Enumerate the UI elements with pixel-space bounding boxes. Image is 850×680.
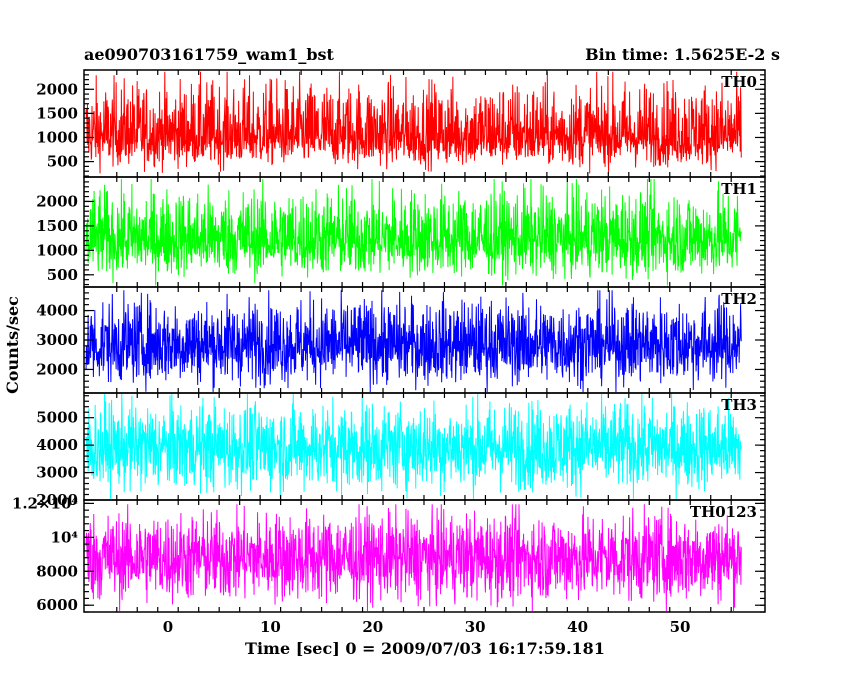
y-tick-label: 1500 xyxy=(36,217,78,235)
y-tick-label: 3000 xyxy=(36,464,78,482)
y-tick-label: 1000 xyxy=(36,128,78,146)
y-tick-label: 500 xyxy=(47,153,78,171)
y-axis-title: Counts/sec xyxy=(3,296,22,394)
x-axis-title: Time [sec] 0 = 2009/07/03 16:17:59.181 xyxy=(245,639,605,658)
y-tick-label: 3000 xyxy=(36,331,78,349)
x-tick-label: 0 xyxy=(163,618,173,636)
y-tick-label: 6000 xyxy=(36,596,78,614)
bin-time-label: Bin time: 1.5625E-2 s xyxy=(585,45,780,64)
panel-label-th3: TH3 xyxy=(721,396,757,414)
trace-th0 xyxy=(85,71,742,174)
panel-th2: 2000 3000 4000 TH2 xyxy=(36,286,766,394)
y-tick-label: 1500 xyxy=(36,104,78,122)
y-tick-label: 5000 xyxy=(36,409,78,427)
y-tick-label: 8000 xyxy=(36,562,78,580)
x-tick-label: 10 xyxy=(260,618,281,636)
x-tick-label: 20 xyxy=(362,618,383,636)
panel-label-th0: TH0 xyxy=(721,73,757,91)
y-tick-label: 1000 xyxy=(36,241,78,259)
trace-th0123 xyxy=(85,504,742,612)
y-tick-label: 4000 xyxy=(36,436,78,454)
panel-th3: 2000 3000 4000 5000 TH3 xyxy=(36,392,766,509)
y-tick-label: 4000 xyxy=(36,302,78,320)
trace-th1 xyxy=(85,178,742,286)
y-tick-label: 2000 xyxy=(36,80,78,98)
panel-label-th0123: TH0123 xyxy=(690,503,757,521)
x-tick-label: 50 xyxy=(670,618,691,636)
y-tick-label: 10⁴ xyxy=(51,528,79,546)
panel-label-th1: TH1 xyxy=(721,180,757,198)
y-tick-label: 2000 xyxy=(36,192,78,210)
x-tick-label: 40 xyxy=(567,618,588,636)
x-tick-label: 30 xyxy=(465,618,486,636)
y-tick-label: 2000 xyxy=(36,360,78,378)
panel-label-th2: TH2 xyxy=(721,290,757,308)
panel-th0123: 6000 8000 10⁴ 1.2×10⁴ TH0123 xyxy=(12,494,766,614)
trace-th3 xyxy=(85,393,742,500)
panel-th0: 500 1000 1500 2000 TH0 xyxy=(36,69,766,178)
y-tick-label: 2000 xyxy=(36,491,78,509)
y-tick-label: 500 xyxy=(47,266,78,284)
panel-frame xyxy=(83,499,766,613)
panel-th1: 500 1000 1500 2000 TH1 xyxy=(36,176,766,288)
y-tick-label: 1.2×10⁴ xyxy=(12,494,79,512)
trace-th2 xyxy=(85,290,742,393)
chart-title: ae090703161759_wam1_bst xyxy=(84,45,335,64)
